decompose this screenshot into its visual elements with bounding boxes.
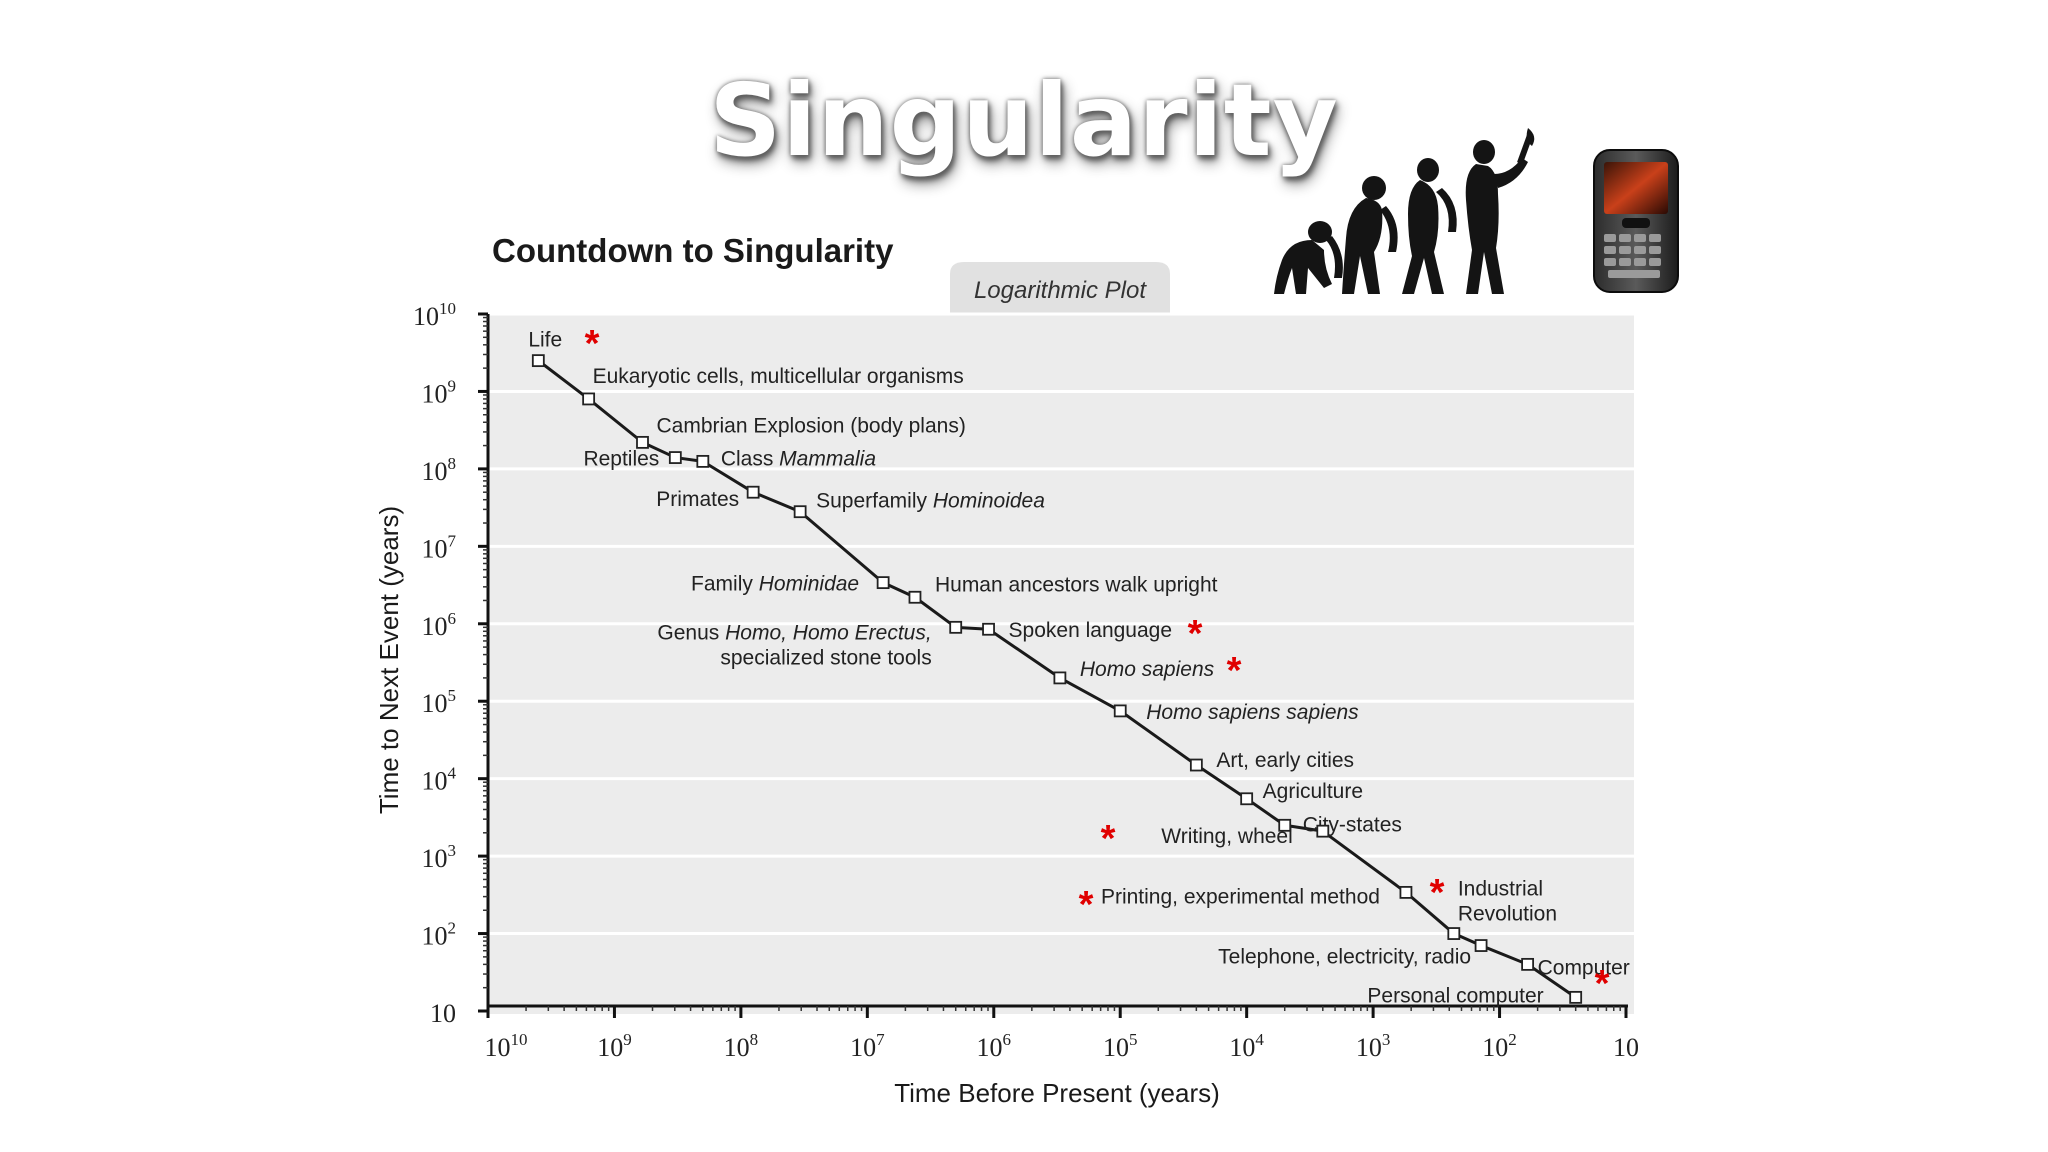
data-point	[1569, 990, 1583, 1004]
subtitle: Logarithmic Plot	[974, 277, 1147, 304]
x-axis-label: Time Before Present (years)	[894, 1078, 1220, 1108]
event-label: Reptiles	[583, 448, 659, 471]
event-label: Writing, wheel	[1161, 825, 1293, 848]
data-point	[1189, 758, 1203, 772]
y-tick-label: 102	[422, 919, 457, 951]
x-tick-label: 106	[977, 1030, 1012, 1062]
data-point	[1474, 939, 1488, 952]
data-point	[668, 451, 682, 464]
data-point	[531, 354, 545, 368]
asterisk-marker: *	[1430, 872, 1445, 914]
asterisk-marker: *	[1188, 613, 1203, 655]
event-label: Printing, experimental method	[1101, 885, 1380, 908]
x-tick-label: 103	[1356, 1030, 1391, 1062]
event-label: Art, early cities	[1216, 749, 1354, 772]
data-point	[876, 576, 890, 590]
event-label: Family Hominidae	[691, 573, 859, 596]
event-label: Class Mammalia	[721, 447, 876, 470]
subtitle-tab	[950, 262, 1170, 314]
smartphone-icon	[1593, 149, 1679, 293]
data-point	[1278, 818, 1292, 832]
event-label: Primates	[656, 488, 739, 511]
event-label: Computer	[1538, 956, 1630, 979]
y-tick-label: 106	[422, 609, 457, 641]
event-label: Life	[528, 329, 562, 352]
event-label: Homo sapiens sapiens	[1146, 701, 1359, 724]
y-tick-label: 1010	[413, 299, 456, 331]
y-tick-label: 104	[422, 764, 457, 796]
event-label: Genus Homo, Homo Erectus, specialized sto…	[657, 621, 931, 669]
data-point	[1399, 885, 1413, 899]
event-label: Human ancestors walk upright	[935, 573, 1218, 596]
y-tick-label: 107	[422, 531, 457, 563]
y-tick-label: 10	[430, 999, 456, 1028]
data-point	[582, 392, 596, 406]
data-point	[949, 620, 963, 634]
data-point	[1053, 671, 1067, 685]
data-point	[1521, 957, 1535, 971]
chart-title: Countdown to Singularity	[492, 232, 894, 269]
x-tick-label: 108	[724, 1030, 759, 1062]
y-tick-label: 105	[422, 686, 457, 718]
data-point	[696, 454, 710, 468]
asterisk-marker: *	[1595, 963, 1610, 1005]
event-label: Eukaryotic cells, multicellular organism…	[593, 365, 964, 388]
asterisk-marker: *	[1227, 650, 1242, 692]
event-label: Superfamily Hominoidea	[816, 490, 1045, 513]
data-point	[908, 590, 922, 604]
x-tick-label: 105	[1103, 1030, 1138, 1062]
x-tick-label: 102	[1482, 1030, 1517, 1062]
x-tick-label: 107	[850, 1030, 885, 1062]
x-tick-label: 109	[597, 1030, 632, 1062]
data-point	[636, 435, 649, 449]
event-label: Telephone, electricity, radio	[1218, 946, 1471, 969]
data-point	[746, 485, 760, 499]
x-tick-label: 10	[1613, 1033, 1639, 1062]
human-evolution-icon	[1274, 128, 1535, 294]
series-line	[537, 359, 1577, 999]
event-label: Homo sapiens	[1080, 658, 1215, 681]
data-point	[1113, 704, 1127, 718]
y-tick-label: 103	[422, 841, 457, 873]
data-point	[1447, 927, 1461, 940]
y-tick-label: 109	[422, 376, 457, 408]
event-label: Industrial Revolution	[1458, 878, 1557, 926]
event-label: Spoken language	[1009, 619, 1173, 642]
data-point	[1316, 824, 1330, 838]
asterisk-marker: *	[585, 323, 600, 365]
data-point	[982, 622, 995, 636]
x-tick-label: 1010	[485, 1030, 528, 1062]
data-point	[793, 505, 807, 519]
event-label: Cambrian Explosion (body plans)	[656, 414, 965, 437]
event-label: Personal computer	[1367, 984, 1543, 1007]
plot-background	[488, 314, 1634, 1014]
event-label: Agriculture	[1263, 780, 1363, 803]
asterisk-marker: *	[1101, 818, 1116, 860]
slide-title: Singularity	[709, 62, 1339, 179]
data-point	[1240, 792, 1254, 806]
asterisk-marker: *	[1079, 884, 1094, 926]
y-axis-label: Time to Next Event (years)	[374, 506, 404, 814]
x-tick-label: 104	[1229, 1030, 1264, 1062]
y-tick-label: 108	[422, 454, 457, 486]
